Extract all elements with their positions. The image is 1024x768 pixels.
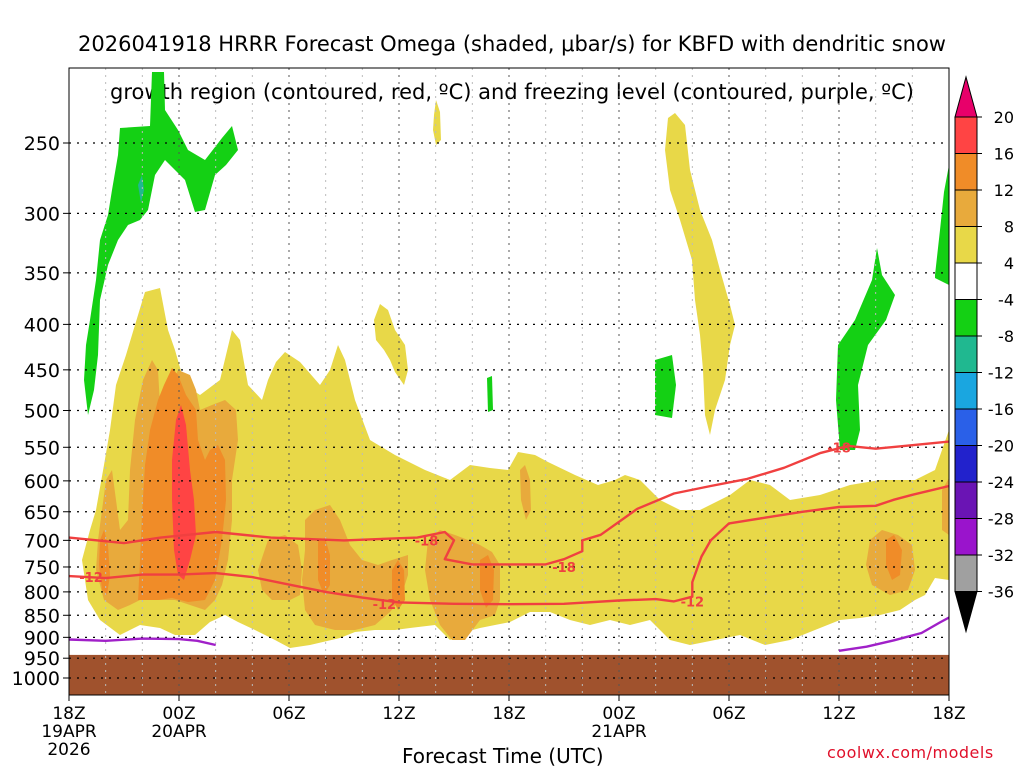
omega-region-green [836, 248, 895, 450]
colorbar-swatch [954, 372, 978, 410]
contour-label: -12 [79, 571, 103, 586]
omega-region-green [655, 355, 676, 418]
contour-label: -18 [415, 534, 439, 549]
colorbar-swatch [954, 262, 978, 300]
colorbar-arrow-top [954, 75, 978, 118]
x-tick-label: 18Z [492, 704, 525, 724]
contour-label: -12 [681, 595, 705, 610]
omega-region-orange [392, 560, 405, 610]
y-tick-label: 850 [24, 605, 60, 627]
colorbar-label: -16 [988, 400, 1014, 419]
contour-label: -18 [552, 561, 576, 576]
omega-region-light-orange [520, 465, 531, 520]
x-tick-label: 21APR [591, 722, 647, 742]
x-tick-label: 20APR [151, 722, 207, 742]
y-tick-label: 800 [24, 582, 60, 604]
contour-label: -12 [373, 598, 397, 613]
omega-region-light-orange [302, 505, 408, 630]
y-tick-label: 450 [24, 360, 60, 382]
y-tick-label: 500 [24, 401, 60, 423]
omega-region-orange [480, 555, 494, 608]
omega-region-light-orange [425, 530, 500, 640]
colorbar-label: -28 [988, 510, 1014, 529]
colorbar-arrow-bottom [954, 591, 978, 634]
y-tick-label: 750 [24, 557, 60, 579]
colorbar-label: -8 [998, 327, 1014, 346]
colorbar-label: 12 [994, 181, 1014, 200]
colorbar-swatch [954, 445, 978, 483]
colorbar-label: 8 [1004, 218, 1014, 237]
x-tick-label: 00Z [602, 704, 635, 724]
omega-region-green [487, 376, 493, 412]
colorbar-swatch [954, 408, 978, 446]
chart-title: 2026041918 HRRR Forecast Omega (shaded, … [0, 8, 1024, 128]
y-tick-label: 900 [24, 627, 60, 649]
colorbar-swatch [954, 518, 978, 556]
x-axis-label: Forecast Time (UTC) [402, 744, 604, 768]
omega-region-green [84, 72, 238, 415]
contour-line [69, 637, 216, 647]
colorbar-swatch [954, 554, 978, 592]
omega-shading [69, 72, 949, 695]
colorbar-label: 20 [994, 108, 1014, 127]
x-tick-label: 18Z [52, 704, 85, 724]
colorbar-swatch [954, 299, 978, 337]
x-tick-label: 06Z [712, 704, 745, 724]
x-tick-label: 18Z [932, 704, 965, 724]
colorbar-swatch [954, 335, 978, 373]
watermark: coolwx.com/models [827, 743, 994, 762]
colorbar-label: -12 [988, 364, 1014, 383]
contour-line [838, 616, 949, 652]
colorbar-label: -32 [988, 546, 1014, 565]
omega-region-orange [318, 538, 330, 595]
grid-lines [69, 68, 949, 695]
contour-line [69, 484, 949, 606]
colorbar-label: -4 [998, 291, 1014, 310]
y-tick-label: 400 [24, 314, 60, 336]
colorbar-label: -24 [988, 473, 1014, 492]
y-tick-label: 250 [24, 133, 60, 155]
omega-region-orange [886, 535, 902, 580]
colorbar-swatch [954, 153, 978, 191]
temperature-contours: -18 -18 -18 -12 -12 -12 [69, 440, 949, 652]
omega-region-yellow [374, 304, 408, 385]
y-tick-label: 1000 [12, 668, 60, 690]
colorbar-swatch [954, 226, 978, 264]
x-tick-label: 2026 [47, 740, 90, 760]
omega-region-green [935, 165, 949, 285]
y-tick-label: 600 [24, 471, 60, 493]
x-tick-label: 12Z [822, 704, 855, 724]
x-tick-label: 19APR [41, 722, 97, 742]
chart-title-line-1: 2026041918 HRRR Forecast Omega (shaded, … [78, 32, 946, 56]
y-axis: 2503003504004505005506006507007508008509… [12, 133, 69, 690]
omega-region-light-orange [942, 478, 949, 535]
colorbar-swatch [954, 116, 978, 154]
x-tick-label: 06Z [272, 704, 305, 724]
terrain-below-ground [69, 654, 949, 695]
colorbar-label: 16 [994, 145, 1014, 164]
contour-label: -18 [827, 441, 851, 456]
y-tick-label: 550 [24, 437, 60, 459]
omega-region-yellow [433, 100, 441, 145]
x-tick-label: 00Z [162, 704, 195, 724]
y-tick-label: 650 [24, 502, 60, 524]
omega-region-light-orange [258, 535, 302, 600]
y-tick-label: 950 [24, 648, 60, 670]
contour-line [69, 440, 949, 566]
colorbar-label: -36 [988, 583, 1014, 602]
omega-region-yellow [665, 113, 735, 435]
colorbar-label: 4 [1004, 254, 1014, 273]
chart-title-line-2: growth region (contoured, red, ºC) and f… [110, 80, 914, 104]
colorbar-swatch [954, 189, 978, 227]
colorbar-label: -20 [988, 437, 1014, 456]
y-tick-label: 350 [24, 263, 60, 285]
y-tick-label: 300 [24, 203, 60, 225]
colorbar-swatch [954, 481, 978, 519]
x-tick-label: 12Z [382, 704, 415, 724]
y-tick-label: 700 [24, 530, 60, 552]
colorbar: 20 16 12 8 4 -4 -8 -12 -16 -20 -24 -28 -32 -36 [954, 75, 1014, 634]
